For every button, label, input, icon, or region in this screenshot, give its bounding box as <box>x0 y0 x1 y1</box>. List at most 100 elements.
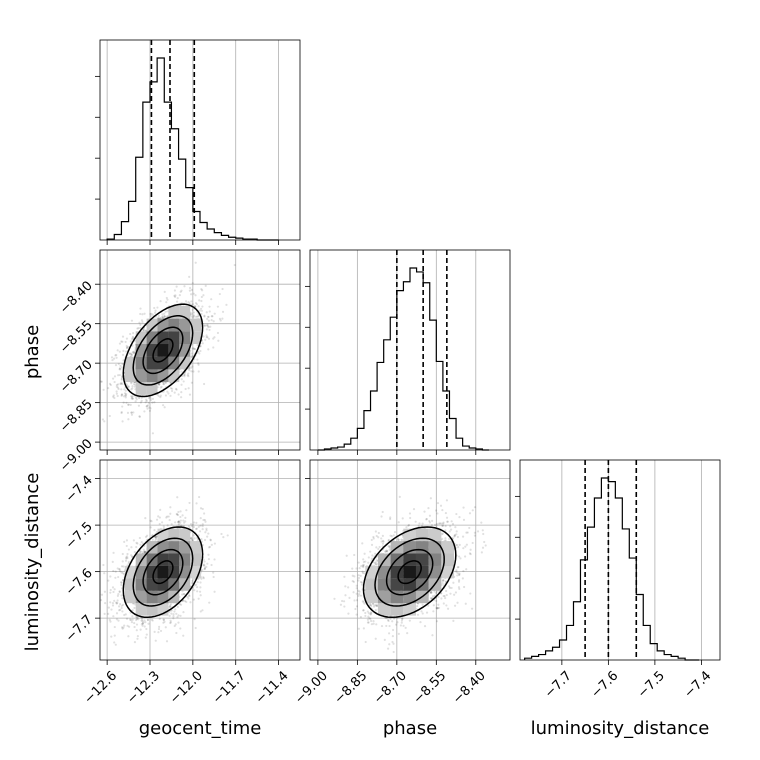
sample-point <box>128 352 131 355</box>
sample-point <box>129 340 132 343</box>
sample-point <box>141 624 144 627</box>
sample-point <box>127 403 130 406</box>
sample-point <box>146 407 149 410</box>
sample-point <box>159 396 162 399</box>
sample-point <box>184 300 188 303</box>
sample-point <box>187 375 190 378</box>
sample-point <box>182 592 185 596</box>
sample-point <box>193 347 196 351</box>
sample-point <box>180 524 183 527</box>
sample-point <box>151 619 154 622</box>
sample-point <box>210 318 213 322</box>
sample-point <box>202 518 205 522</box>
sample-point <box>127 562 130 565</box>
sample-point <box>169 394 172 397</box>
sample-point <box>108 618 111 621</box>
sample-point <box>154 536 157 540</box>
sample-point <box>189 601 192 604</box>
sample-point <box>173 295 177 298</box>
sample-point <box>121 375 124 378</box>
sample-point <box>130 621 134 624</box>
sample-point <box>177 520 180 524</box>
density-cell <box>168 356 180 370</box>
sample-point <box>179 515 182 519</box>
sample-point <box>135 629 138 632</box>
sample-point <box>161 315 164 318</box>
y-tick-label-phase: −8.40 <box>57 278 96 317</box>
sample-point <box>138 536 141 540</box>
sample-point <box>115 602 118 605</box>
sample-point <box>203 382 206 386</box>
sample-point <box>169 387 172 390</box>
sample-point <box>200 299 203 303</box>
sample-point <box>190 524 193 528</box>
sample-point <box>204 338 207 341</box>
sample-point <box>130 353 133 357</box>
sample-point <box>127 385 130 389</box>
sample-point <box>166 315 169 318</box>
sample-point <box>124 559 128 562</box>
sample-point <box>121 560 124 563</box>
sample-point <box>124 396 127 399</box>
sample-point <box>124 394 127 397</box>
sample-point <box>205 529 208 532</box>
sample-point <box>132 539 135 542</box>
sample-point <box>190 537 193 540</box>
sample-point <box>163 316 166 319</box>
sample-point <box>203 567 207 570</box>
sample-point <box>132 383 136 386</box>
sample-point <box>130 319 134 322</box>
sample-point <box>114 364 118 367</box>
sample-point <box>166 310 169 313</box>
sample-point <box>159 508 162 512</box>
sample-point <box>113 599 116 602</box>
sample-point <box>173 294 176 297</box>
sample-point <box>141 620 144 623</box>
sample-point <box>190 352 193 355</box>
sample-point <box>120 604 123 607</box>
sample-point <box>163 620 166 623</box>
sample-point <box>213 336 216 339</box>
sample-point <box>136 327 139 330</box>
sample-point <box>190 293 193 296</box>
sample-point <box>139 326 142 330</box>
sample-point <box>119 382 122 385</box>
sample-point <box>136 635 139 638</box>
sample-point <box>174 294 177 297</box>
sample-point <box>120 381 123 384</box>
x-tick-label-luminosity-distance: −7.6 <box>588 668 621 701</box>
sample-point <box>194 347 197 351</box>
sample-point <box>109 575 112 578</box>
sample-point <box>125 401 128 404</box>
sample-point <box>100 599 103 602</box>
sample-point <box>192 521 196 524</box>
sample-point <box>213 542 216 545</box>
sample-point <box>120 606 123 610</box>
sample-point <box>175 631 178 635</box>
sample-point <box>206 323 209 326</box>
sample-point <box>149 519 152 522</box>
sample-point <box>143 410 146 413</box>
sample-point <box>217 339 220 342</box>
sample-point <box>183 373 186 376</box>
sample-point <box>144 550 147 553</box>
sample-point <box>164 394 168 397</box>
panel-hist-luminosity-distance <box>519 459 721 661</box>
sample-point <box>164 381 167 384</box>
sample-point <box>126 346 129 349</box>
sample-point <box>203 567 206 571</box>
sample-point <box>145 627 148 631</box>
sample-point <box>112 394 115 397</box>
sample-point <box>176 513 180 517</box>
sample-point <box>153 401 156 404</box>
density-cell <box>146 356 158 370</box>
sample-point <box>116 599 119 602</box>
sample-point <box>201 609 204 612</box>
sample-point <box>113 380 116 384</box>
sample-point <box>119 368 122 371</box>
sample-point <box>220 532 223 536</box>
sample-point <box>158 516 161 519</box>
sample-point <box>120 411 123 415</box>
sample-point <box>139 401 143 404</box>
sample-point <box>133 621 136 625</box>
